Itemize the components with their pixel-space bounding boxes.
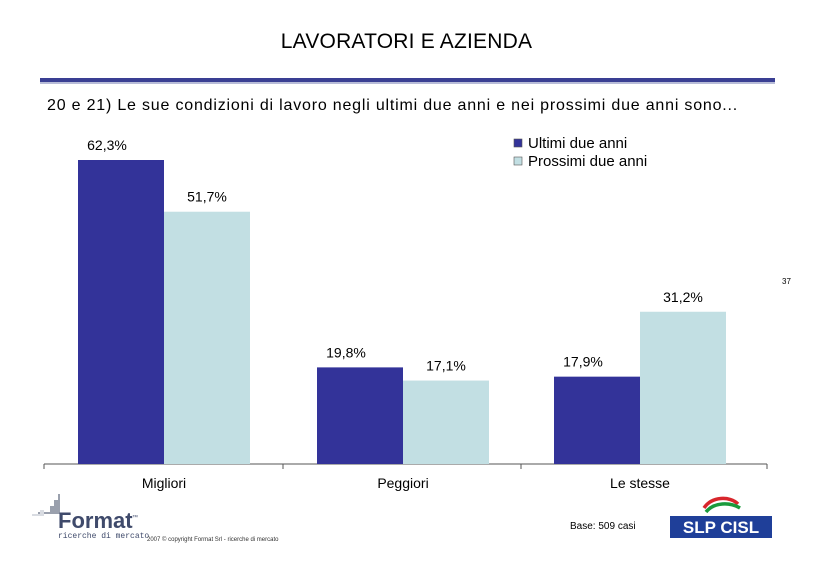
logo-flag-green-icon <box>704 502 741 514</box>
bar-ultimi-0 <box>78 160 164 464</box>
data-label: 62,3% <box>87 137 127 153</box>
title-divider <box>40 78 775 82</box>
bar-ultimi-1 <box>317 367 403 464</box>
legend-swatch-ultimi <box>513 138 523 148</box>
category-label: Le stesse <box>610 475 670 491</box>
logo-format-text: Format <box>58 508 133 533</box>
bar-prossimi-2 <box>640 311 726 464</box>
logo-steps-icon <box>38 494 60 514</box>
category-label: Migliori <box>142 475 186 491</box>
logo-format-tagline: ricerche di mercato <box>58 532 149 541</box>
logo-flag-red-icon <box>702 496 740 510</box>
logo-slp-text: SLP CISL <box>683 518 759 537</box>
data-label: 51,7% <box>187 189 227 205</box>
base-note: Base: 509 casi <box>570 521 636 532</box>
data-label: 17,9% <box>563 354 603 370</box>
category-label: Peggiori <box>377 475 428 491</box>
legend-swatch-prossimi <box>513 156 523 166</box>
data-label: 31,2% <box>663 289 703 305</box>
question-text: 20 e 21) Le sue condizioni di lavoro neg… <box>47 97 739 114</box>
page-title: LAVORATORI E AZIENDA <box>280 30 533 53</box>
chart-axis <box>43 463 768 469</box>
legend-label: Prossimi due anni <box>528 153 647 170</box>
data-label: 19,8% <box>326 344 366 360</box>
chart-data-labels: 62,3% 51,7% Migliori 19,8% 17,1% Peggiori 17,9… <box>87 137 703 491</box>
chart-bars <box>78 160 726 464</box>
page-number: 37 <box>782 277 791 286</box>
logo-steps-shadow-icon <box>32 510 44 516</box>
logo-format-tm: ™ <box>132 514 138 521</box>
format-logo: Format ™ ricerche di mercato <box>32 494 149 541</box>
data-label: 17,1% <box>426 358 466 374</box>
bar-prossimi-0 <box>164 211 250 464</box>
legend-label: Ultimi due anni <box>528 135 627 152</box>
slp-cisl-logo: SLP CISL <box>670 496 772 538</box>
bar-prossimi-1 <box>403 380 489 464</box>
bar-ultimi-2 <box>554 376 640 464</box>
copyright-text: 2007 © copyright Format Srl - ricerche d… <box>147 537 279 543</box>
logo-slp-band <box>670 516 772 538</box>
